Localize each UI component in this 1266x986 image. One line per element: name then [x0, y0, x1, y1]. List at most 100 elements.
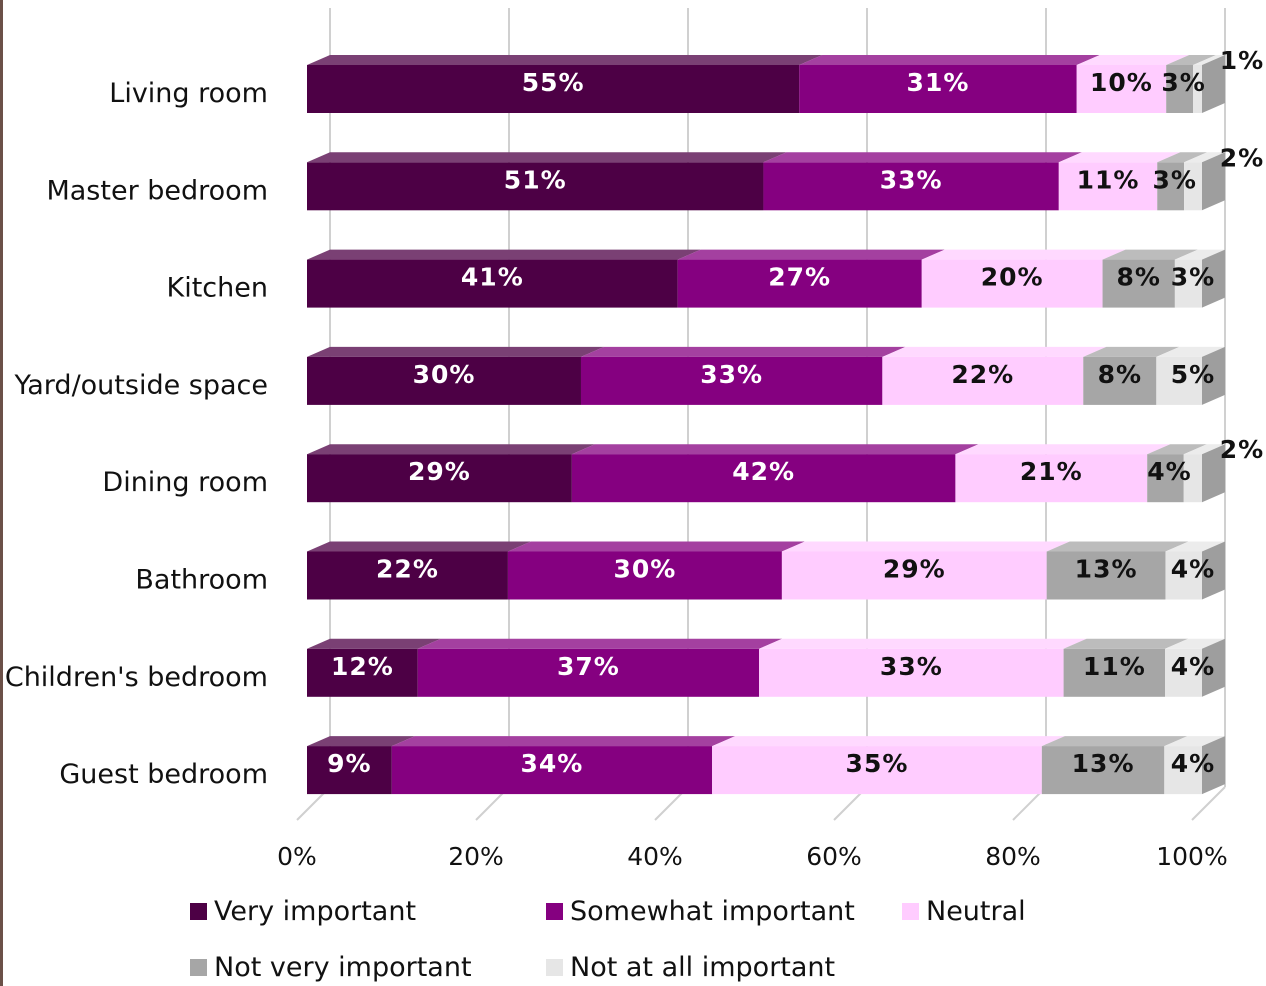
bar-top-face	[307, 444, 595, 455]
bar-segment	[1165, 638, 1225, 697]
bar-top-face	[1184, 152, 1225, 163]
bar-top-face	[1165, 638, 1225, 649]
legend-label: Very important	[214, 896, 417, 927]
bar-top-face	[1076, 55, 1190, 65]
data-label: 30%	[613, 555, 676, 584]
bar-side-face	[1202, 346, 1225, 405]
bar-top-face	[307, 249, 701, 260]
bar-top-face	[759, 638, 1087, 649]
x-tick-label: 60%	[806, 842, 862, 871]
bar-top-face	[1058, 152, 1181, 163]
bar-segment	[307, 249, 701, 308]
bar-segment	[955, 444, 1171, 503]
left-border	[0, 0, 3, 986]
bar-segment	[1193, 55, 1225, 113]
bar-segment	[307, 346, 604, 405]
bar-top-face	[1174, 249, 1225, 260]
data-label: 42%	[732, 457, 795, 486]
bar-segment	[571, 444, 979, 503]
data-label: 8%	[1116, 263, 1160, 292]
bar-top-face	[1102, 249, 1198, 260]
bar-top-face	[391, 736, 736, 747]
floor-gridline	[1191, 786, 1226, 821]
bar-top-face	[307, 638, 441, 649]
bar-top-face	[1041, 736, 1188, 747]
data-label: 5%	[1171, 360, 1215, 389]
x-tick-label: 100%	[1156, 842, 1227, 871]
category-label: Children's bedroom	[5, 662, 268, 693]
data-label: 4%	[1171, 652, 1215, 681]
bar-top-face	[307, 541, 531, 552]
bar-front-face	[1041, 746, 1165, 795]
bar-segment	[781, 541, 1070, 600]
bar-top-face	[571, 444, 979, 455]
bar-front-face	[1157, 162, 1185, 211]
bar-front-face	[759, 648, 1064, 697]
data-label: 34%	[521, 749, 584, 778]
data-label: 13%	[1072, 749, 1135, 778]
bar-top-face	[1147, 444, 1207, 455]
bar-front-face	[1164, 746, 1202, 795]
bar-front-face	[1147, 454, 1184, 503]
bar-top-face	[677, 249, 945, 260]
bar-segment	[1076, 55, 1190, 113]
bar-front-face	[307, 259, 678, 308]
bar-front-face	[677, 259, 922, 308]
data-label: 4%	[1171, 555, 1215, 584]
legend-item: Neutral	[902, 896, 1026, 927]
bar-top-face	[580, 346, 906, 357]
data-label: 31%	[907, 68, 970, 97]
bar-side-face	[1202, 638, 1225, 697]
bar-segment	[1058, 152, 1181, 211]
bar-top-face	[799, 55, 1100, 65]
bar-top-face	[307, 736, 415, 747]
data-label: 4%	[1171, 749, 1215, 778]
bar-top-face	[307, 152, 787, 163]
data-label: 22%	[951, 360, 1014, 389]
bar-front-face	[307, 648, 418, 697]
legend-swatch	[546, 959, 563, 976]
bar-top-face	[1164, 736, 1225, 747]
category-label: Yard/outside space	[13, 370, 268, 401]
bar-side-face	[1202, 55, 1225, 113]
bar-top-face	[1165, 541, 1225, 552]
bar-segment	[580, 346, 906, 405]
legend-swatch	[190, 959, 207, 976]
bar-segment	[712, 736, 1065, 795]
bar-segment	[677, 249, 945, 308]
bar-segment	[763, 152, 1082, 211]
bar-segment	[759, 638, 1087, 697]
bar-side-face	[1202, 736, 1225, 795]
bar-segment	[1041, 736, 1188, 795]
bar-top-face	[1183, 444, 1225, 455]
data-label: 13%	[1075, 555, 1138, 584]
x-tick-label: 40%	[627, 842, 683, 871]
bar-segment	[507, 541, 805, 600]
bar-segment	[307, 638, 441, 697]
bar-top-face	[1156, 346, 1225, 357]
legend-item: Somewhat important	[546, 896, 855, 927]
bar-segment	[1063, 638, 1189, 697]
data-label: 11%	[1083, 652, 1146, 681]
bar-front-face	[1076, 65, 1167, 113]
category-label: Kitchen	[167, 273, 268, 304]
data-label: 30%	[413, 360, 476, 389]
data-label: 11%	[1077, 165, 1140, 194]
bar-segment	[1156, 346, 1225, 405]
bar-front-face	[1165, 551, 1202, 600]
bar-segment	[1184, 152, 1225, 211]
data-label: 29%	[883, 555, 946, 584]
category-label: Master bedroom	[46, 175, 268, 206]
bar-front-face	[307, 454, 572, 503]
bar-top-face	[1046, 541, 1189, 552]
data-label: 21%	[1020, 457, 1083, 486]
bar-top-face	[882, 346, 1107, 357]
legend-swatch	[190, 903, 207, 920]
category-label: Bathroom	[135, 565, 268, 596]
data-label: 2%	[1220, 435, 1264, 464]
bar-front-face	[1166, 65, 1194, 113]
bar-segment	[921, 249, 1126, 308]
bar-top-face	[1193, 55, 1225, 65]
data-label: 1%	[1220, 46, 1264, 75]
